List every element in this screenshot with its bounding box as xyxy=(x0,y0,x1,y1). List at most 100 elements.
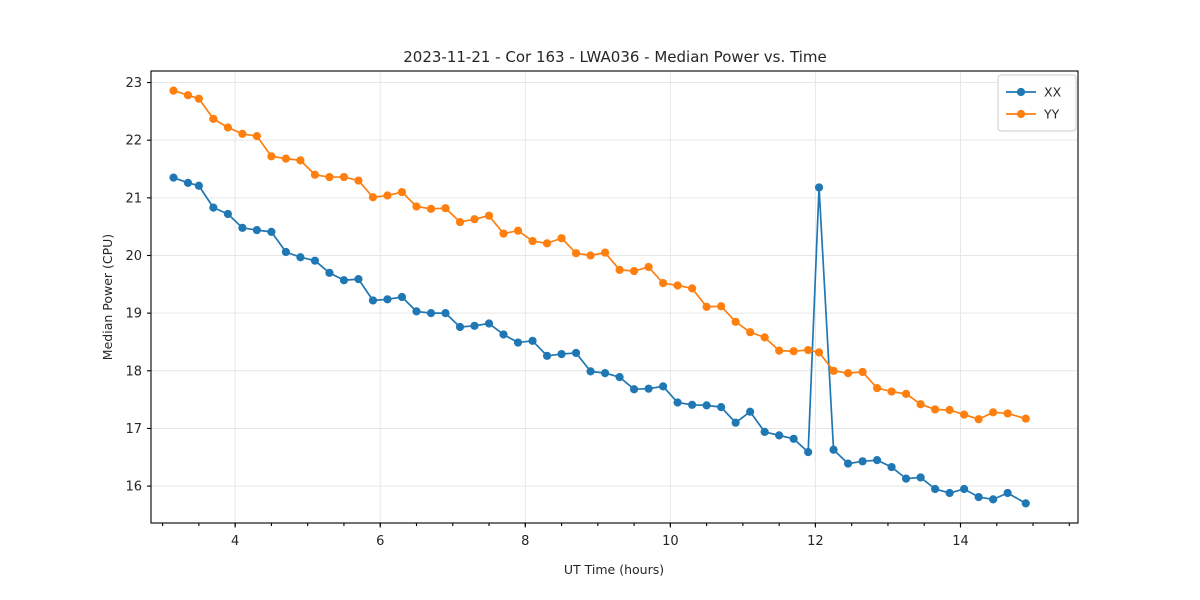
data-point xyxy=(169,86,178,95)
data-point xyxy=(267,227,276,236)
x-tick-label: 8 xyxy=(521,534,529,549)
data-point xyxy=(194,94,203,103)
data-point xyxy=(916,473,925,482)
data-point xyxy=(238,223,247,232)
data-point xyxy=(325,268,334,277)
data-point xyxy=(960,484,969,494)
x-tick-label: 10 xyxy=(662,534,679,549)
y-tick-label: 23 xyxy=(125,76,142,91)
data-point xyxy=(223,123,232,132)
data-point xyxy=(688,284,697,293)
data-point xyxy=(310,170,320,179)
data-point xyxy=(586,251,595,260)
legend-marker-icon xyxy=(1016,87,1026,97)
y-tick-label: 22 xyxy=(125,134,142,149)
data-point xyxy=(688,400,697,409)
x-tick-label: 14 xyxy=(952,534,969,549)
data-point xyxy=(673,398,682,407)
data-point xyxy=(789,434,798,443)
data-point xyxy=(397,187,407,197)
data-point xyxy=(644,262,653,272)
y-tick-label: 21 xyxy=(125,191,142,206)
legend-item-xx[interactable]: XX xyxy=(1006,85,1062,100)
data-point xyxy=(470,215,479,224)
data-point xyxy=(629,266,639,276)
data-point xyxy=(281,154,291,163)
data-point xyxy=(325,172,334,182)
data-point xyxy=(557,349,566,359)
data-point xyxy=(746,407,755,416)
data-point xyxy=(775,431,784,440)
legend-label: XX xyxy=(1044,85,1062,100)
data-point xyxy=(931,484,940,494)
data-point xyxy=(441,204,450,213)
data-point xyxy=(746,328,755,337)
data-point xyxy=(872,456,882,465)
data-point xyxy=(368,296,378,305)
data-point xyxy=(484,211,494,220)
data-point xyxy=(426,204,436,213)
data-point xyxy=(731,317,740,326)
data-point xyxy=(281,247,291,257)
x-tick-label: 12 xyxy=(807,534,824,549)
data-point xyxy=(183,178,193,187)
y-tick-label: 20 xyxy=(125,249,142,264)
legend-item-yy[interactable]: YY xyxy=(1006,107,1060,122)
data-point xyxy=(789,347,798,356)
data-point xyxy=(368,193,378,202)
data-point xyxy=(659,279,668,288)
data-point xyxy=(296,156,305,165)
data-point xyxy=(814,183,824,192)
legend-label: YY xyxy=(1043,107,1060,122)
data-point xyxy=(843,369,853,378)
data-point xyxy=(931,405,940,414)
data-point xyxy=(775,346,784,355)
data-point xyxy=(829,366,838,375)
data-point xyxy=(310,256,320,265)
data-point xyxy=(426,309,436,318)
legend-background xyxy=(997,74,1077,132)
data-point xyxy=(702,401,711,410)
data-point xyxy=(542,351,552,360)
data-point xyxy=(829,445,838,454)
data-point xyxy=(615,373,624,382)
data-point xyxy=(528,236,537,246)
data-point xyxy=(499,330,508,339)
y-axis-label: Median Power (CPU) xyxy=(100,234,115,360)
data-point xyxy=(644,384,653,393)
legend-marker-icon xyxy=(1016,109,1026,119)
y-tick-label: 18 xyxy=(125,364,142,379)
data-point xyxy=(901,389,911,398)
data-point xyxy=(441,309,450,318)
data-point xyxy=(296,253,305,262)
data-series-yy xyxy=(169,86,1030,424)
data-point xyxy=(804,345,813,355)
data-point xyxy=(717,403,726,412)
data-point xyxy=(252,132,261,141)
data-point xyxy=(945,405,954,415)
data-point xyxy=(528,336,537,345)
data-point xyxy=(223,209,232,219)
data-point xyxy=(760,427,769,437)
data-point xyxy=(412,202,421,211)
y-tick-label: 16 xyxy=(125,480,142,495)
axis-ticks: 16 17 18 19 20 21 22 23 4 6 8 10 12 14 xyxy=(125,76,1070,549)
chart-legend[interactable]: XX YY xyxy=(997,74,1077,132)
data-point xyxy=(858,367,867,377)
data-point xyxy=(989,408,998,417)
data-point xyxy=(1003,488,1012,498)
chart-title: 2023-11-21 - Cor 163 - LWA036 - Median P… xyxy=(403,48,827,66)
data-point xyxy=(542,239,552,248)
x-axis-label: UT Time (hours) xyxy=(564,562,664,577)
data-point xyxy=(872,383,882,393)
data-point xyxy=(1021,499,1030,508)
data-point xyxy=(887,462,896,472)
data-point xyxy=(169,173,178,182)
data-point xyxy=(354,176,363,185)
data-point xyxy=(600,248,610,257)
data-point xyxy=(960,410,969,419)
axes-frame xyxy=(150,70,1079,524)
data-point xyxy=(717,302,726,311)
grid-lines xyxy=(151,71,1078,523)
